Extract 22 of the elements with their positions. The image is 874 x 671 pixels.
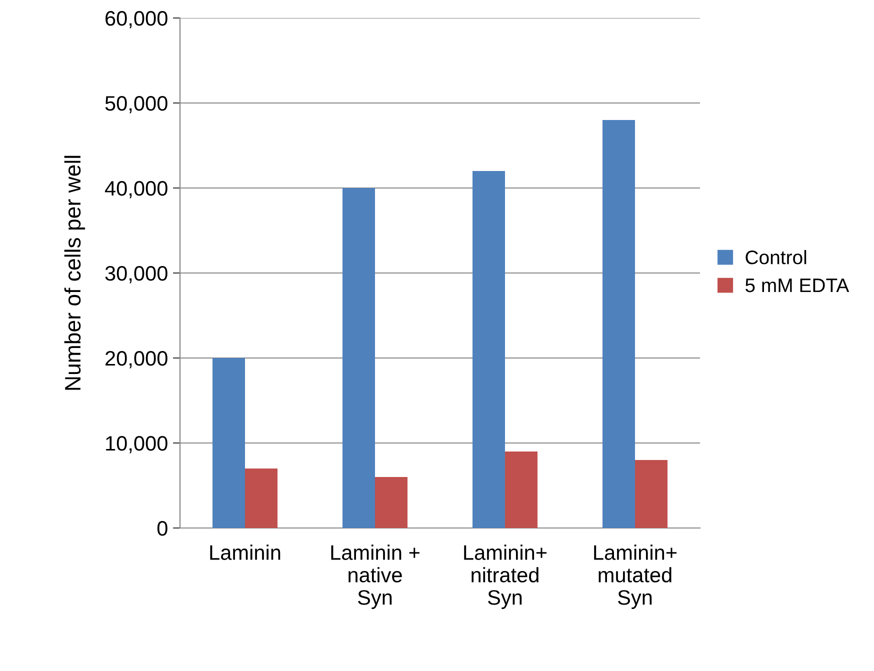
- bar: [375, 477, 408, 528]
- x-tick-label: Laminin+ mutated Syn: [594, 544, 677, 609]
- y-tick-label: 50,000: [105, 96, 168, 114]
- y-tick-label: 0: [157, 521, 168, 536]
- legend-label: Control: [746, 250, 806, 264]
- bar: [342, 188, 375, 528]
- bar: [505, 452, 538, 528]
- x-tick-label: Laminin: [210, 544, 280, 560]
- y-tick-label: 40,000: [104, 181, 168, 198]
- x-tick-label: Laminin+ nitrated Syn: [464, 544, 547, 609]
- y-tick-label: 60,000: [106, 11, 168, 28]
- legend-label: 5 mM EDTA: [746, 278, 850, 292]
- bar: [602, 120, 635, 528]
- bar: [245, 468, 278, 528]
- y-tick-label: 30,000: [105, 266, 168, 284]
- bar: [472, 171, 505, 528]
- bar: [212, 358, 245, 528]
- y-axis-title: Number of cells per well: [64, 156, 86, 390]
- bar: [635, 460, 668, 528]
- x-tick-label: Laminin + native Syn: [331, 544, 420, 609]
- y-tick-label: 20,000: [106, 351, 168, 368]
- y-tick-label: 10,000: [106, 436, 168, 454]
